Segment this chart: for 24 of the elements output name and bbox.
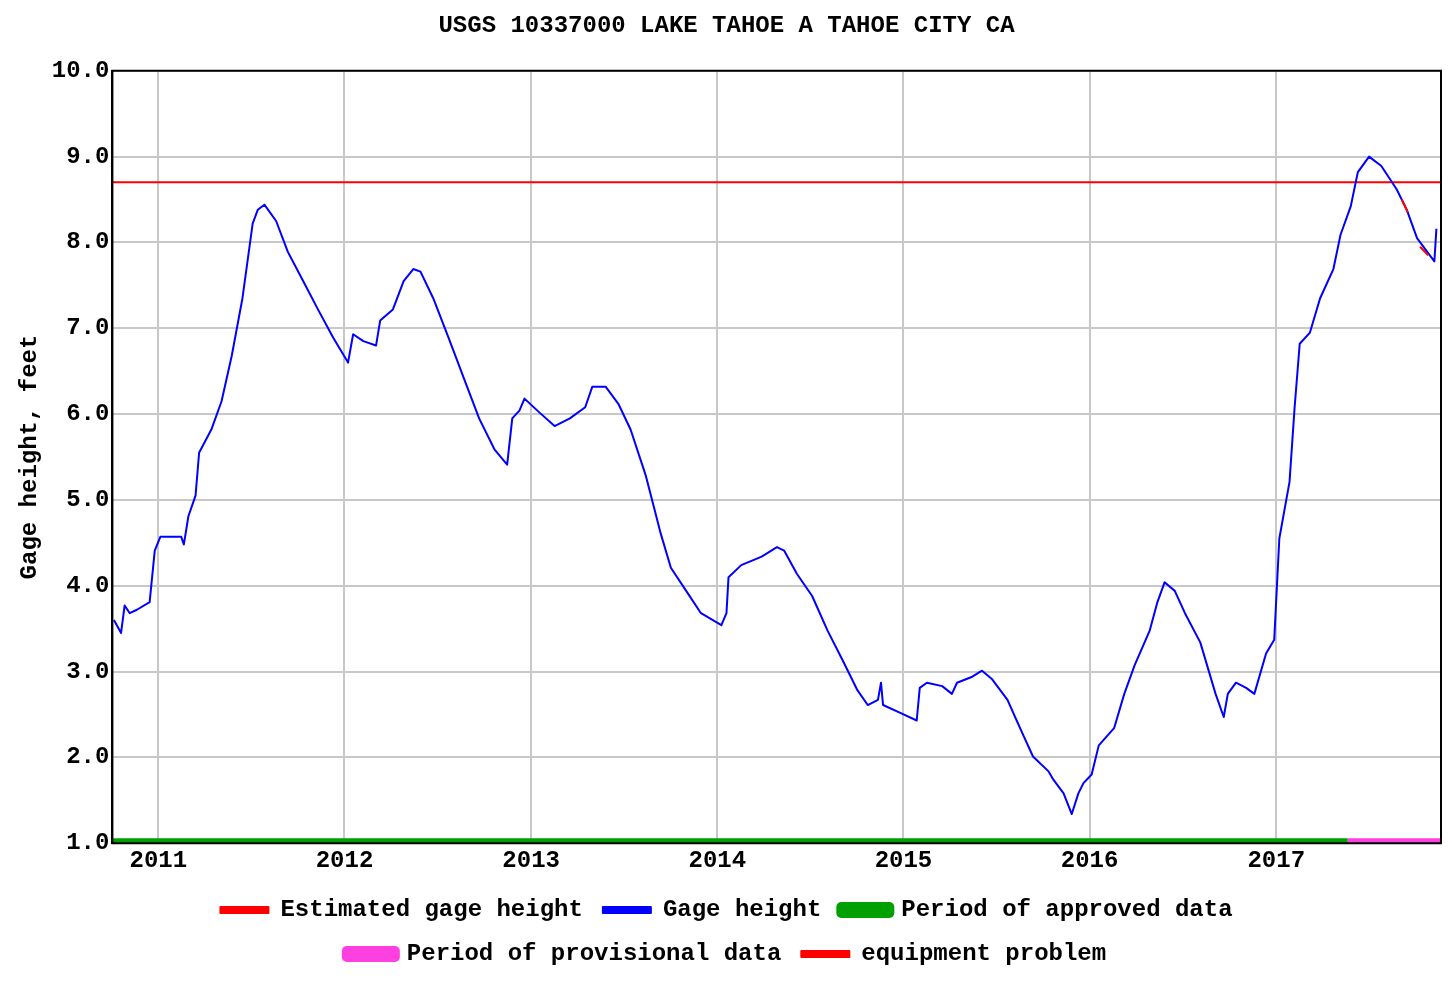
y-tick-label: 10.0 [51,56,110,84]
y-tick-label: 2.0 [66,743,110,771]
y-tick-label: 7.0 [66,314,110,342]
x-tick-label: 2017 [1247,846,1306,874]
y-tick-label: 6.0 [66,400,110,428]
y-tick-label: 4.0 [66,571,110,599]
legend-label: Period of provisional data [406,940,782,968]
x-tick-label: 2011 [129,846,188,874]
y-axis-title: Gage height, feet [16,334,44,580]
x-tick-label: 2012 [315,846,374,874]
y-tick-label: 5.0 [66,485,110,513]
legend-label: Period of approved data [901,896,1233,924]
legend-label: equipment problem [861,940,1107,968]
y-tick-label: 1.0 [66,829,110,857]
x-tick-label: 2014 [688,846,747,874]
x-tick-label: 2016 [1060,846,1119,874]
y-tick-label: 9.0 [66,142,110,170]
x-tick-label: 2013 [502,846,560,874]
y-tick-label: 3.0 [66,657,110,685]
chart-title: USGS 10337000 LAKE TAHOE A TAHOE CITY CA [438,12,1016,40]
legend-label: Gage height [662,896,822,924]
y-tick-label: 8.0 [66,228,110,256]
legend-label: Estimated gage height [280,896,583,924]
x-tick-label: 2015 [874,846,933,874]
